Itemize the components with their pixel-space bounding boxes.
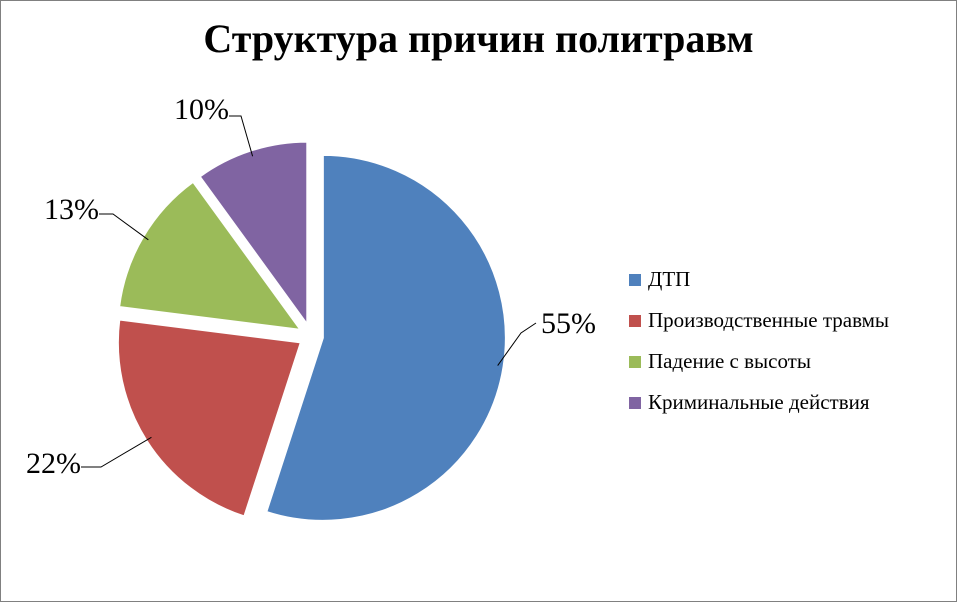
- data-label: 55%: [541, 307, 596, 340]
- leader-line: [229, 115, 254, 157]
- slice-fall-from-height: [117, 180, 303, 332]
- legend-label: Криминальные действия: [648, 390, 870, 414]
- legend-item: Производственные травмы: [629, 300, 889, 341]
- leader-line: [99, 213, 149, 241]
- legend-swatch: [629, 273, 641, 286]
- legend-item: Падение с высоты: [629, 341, 889, 382]
- legend-item: ДТП: [629, 259, 889, 300]
- legend-label: Падение с высоты: [648, 349, 811, 373]
- legend-item: Криминальные действия: [629, 382, 889, 423]
- leader-line: [497, 322, 537, 366]
- data-label: 22%: [26, 447, 81, 480]
- legend: ДТП Производственные травмы Падение с высо…: [629, 259, 889, 423]
- legend-swatch: [629, 314, 641, 327]
- slice-dtp: [265, 153, 507, 522]
- legend-swatch: [629, 355, 641, 368]
- legend-label: Производственные травмы: [648, 308, 890, 332]
- data-label: 13%: [44, 193, 99, 226]
- legend-label: ДТП: [648, 267, 691, 291]
- leader-line: [81, 436, 152, 468]
- data-label: 10%: [174, 93, 229, 126]
- legend-swatch: [629, 396, 641, 409]
- chart-title: Структура причин политравм: [203, 16, 754, 61]
